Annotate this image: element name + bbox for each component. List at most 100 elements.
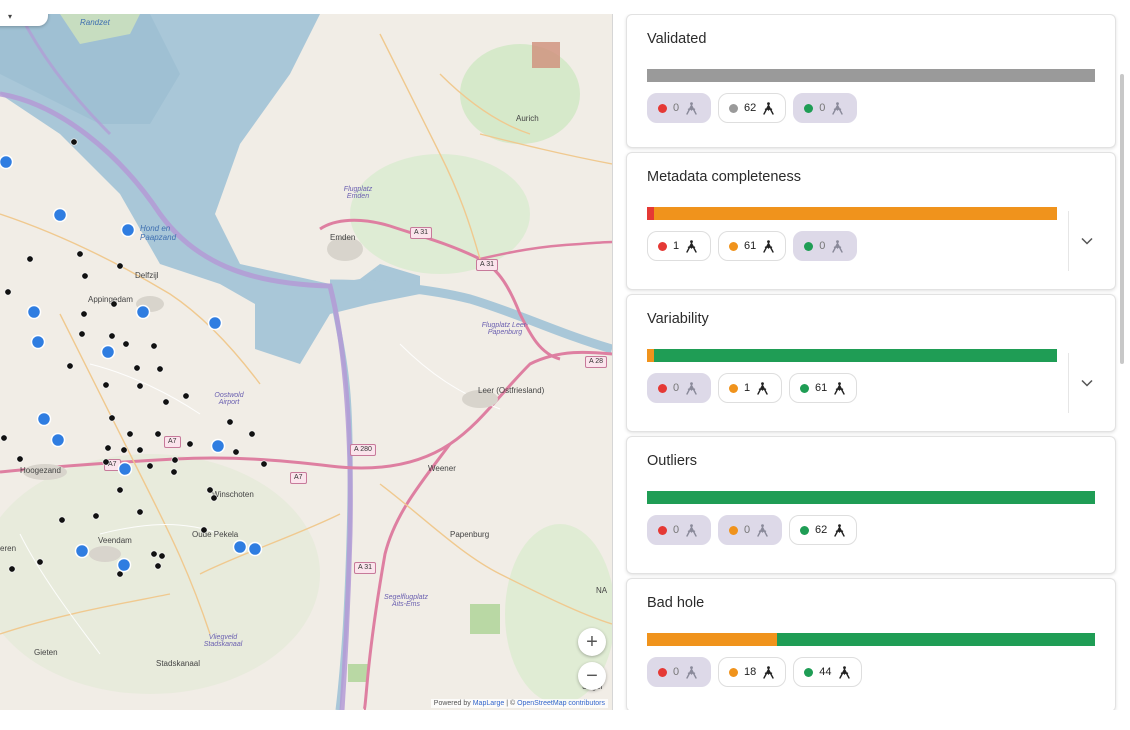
well-marker-selected[interactable] xyxy=(120,222,136,238)
well-marker-selected[interactable] xyxy=(26,304,42,320)
expand-card-button[interactable] xyxy=(1068,353,1105,413)
well-marker[interactable] xyxy=(104,444,112,452)
filter-pill-green[interactable]: 62 xyxy=(789,515,858,545)
map-view[interactable]: ▾ Randzet Hond en Paapzand Aurich Emden … xyxy=(0,14,613,710)
bar-segment-orange xyxy=(647,349,654,362)
count-pills: 0 18 44 xyxy=(647,657,862,687)
well-marker[interactable] xyxy=(150,342,158,350)
well-markers-layer[interactable] xyxy=(0,14,612,710)
filter-pill-green[interactable]: 44 xyxy=(793,657,862,687)
panel-scrollbar[interactable] xyxy=(1120,74,1124,364)
zoom-in-button[interactable]: + xyxy=(578,628,606,656)
well-marker[interactable] xyxy=(66,362,74,370)
well-marker[interactable] xyxy=(158,552,166,560)
well-marker[interactable] xyxy=(171,456,179,464)
filter-pill-green[interactable]: 0 xyxy=(793,93,858,123)
well-marker[interactable] xyxy=(206,486,214,494)
person-walking-icon xyxy=(756,381,769,395)
well-marker[interactable] xyxy=(146,462,154,470)
filter-pill-orange[interactable]: 18 xyxy=(718,657,787,687)
well-marker[interactable] xyxy=(108,332,116,340)
well-marker-selected[interactable] xyxy=(36,411,52,427)
well-marker-selected[interactable] xyxy=(30,334,46,350)
well-marker[interactable] xyxy=(186,440,194,448)
expand-card-button[interactable] xyxy=(1068,211,1105,271)
well-marker[interactable] xyxy=(116,486,124,494)
well-marker[interactable] xyxy=(110,300,118,308)
well-marker-selected[interactable] xyxy=(52,207,68,223)
well-marker-selected[interactable] xyxy=(210,438,226,454)
well-marker[interactable] xyxy=(26,255,34,263)
well-marker[interactable] xyxy=(92,512,100,520)
map-label-leer: Leer (Ostfriesland) xyxy=(478,386,545,395)
well-marker[interactable] xyxy=(150,550,158,558)
well-marker[interactable] xyxy=(8,565,16,573)
well-marker[interactable] xyxy=(126,430,134,438)
well-marker[interactable] xyxy=(108,414,116,422)
map-label-appingedam: Appingedam xyxy=(88,295,133,304)
well-marker-selected[interactable] xyxy=(0,154,14,170)
well-marker[interactable] xyxy=(16,455,24,463)
well-marker[interactable] xyxy=(133,364,141,372)
well-marker[interactable] xyxy=(136,508,144,516)
filter-pill-red[interactable]: 0 xyxy=(647,515,711,545)
well-marker-selected[interactable] xyxy=(74,543,90,559)
well-marker-selected[interactable] xyxy=(135,304,151,320)
well-marker[interactable] xyxy=(210,494,218,502)
well-marker[interactable] xyxy=(122,340,130,348)
well-marker[interactable] xyxy=(0,434,8,442)
well-marker[interactable] xyxy=(70,138,78,146)
well-marker[interactable] xyxy=(170,468,178,476)
well-marker-selected[interactable] xyxy=(247,541,263,557)
well-marker[interactable] xyxy=(248,430,256,438)
pill-count: 62 xyxy=(815,524,828,536)
map-menu-toggle[interactable]: ▾ xyxy=(0,14,48,26)
well-marker[interactable] xyxy=(116,262,124,270)
well-marker-selected[interactable] xyxy=(207,315,223,331)
distribution-bar xyxy=(647,491,1095,504)
well-marker[interactable] xyxy=(78,330,86,338)
well-marker[interactable] xyxy=(226,418,234,426)
filter-pill-red[interactable]: 1 xyxy=(647,231,711,261)
filter-pill-orange[interactable]: 0 xyxy=(718,515,782,545)
quality-panel[interactable]: Validated 0 62 0 Metadata completeness 1 61 0 Va… xyxy=(618,14,1124,710)
well-marker-selected[interactable] xyxy=(117,461,133,477)
maplarge-link[interactable]: MapLarge xyxy=(472,700,505,707)
well-marker[interactable] xyxy=(136,446,144,454)
well-marker[interactable] xyxy=(260,460,268,468)
well-marker[interactable] xyxy=(76,250,84,258)
well-marker-selected[interactable] xyxy=(116,557,132,573)
pill-count: 0 xyxy=(819,102,826,114)
well-marker[interactable] xyxy=(162,398,170,406)
filter-pill-red[interactable]: 0 xyxy=(647,373,711,403)
well-marker[interactable] xyxy=(182,392,190,400)
well-marker[interactable] xyxy=(58,516,66,524)
well-marker[interactable] xyxy=(156,365,164,373)
well-marker[interactable] xyxy=(102,381,110,389)
filter-pill-grey[interactable]: 62 xyxy=(718,93,787,123)
well-marker-selected[interactable] xyxy=(232,539,248,555)
well-marker[interactable] xyxy=(81,272,89,280)
well-marker[interactable] xyxy=(154,562,162,570)
well-marker[interactable] xyxy=(80,310,88,318)
well-marker-selected[interactable] xyxy=(100,344,116,360)
filter-pill-red[interactable]: 0 xyxy=(647,93,711,123)
well-marker[interactable] xyxy=(36,558,44,566)
well-marker[interactable] xyxy=(232,448,240,456)
well-marker[interactable] xyxy=(136,382,144,390)
filter-pill-orange[interactable]: 1 xyxy=(718,373,782,403)
well-marker[interactable] xyxy=(120,446,128,454)
well-marker[interactable] xyxy=(154,430,162,438)
openstreetmap-link[interactable]: OpenStreetMap contributors xyxy=(517,700,605,707)
well-marker[interactable] xyxy=(102,458,110,466)
well-marker[interactable] xyxy=(200,526,208,534)
quality-card: Validated 0 62 0 xyxy=(626,14,1116,148)
filter-pill-orange[interactable]: 61 xyxy=(718,231,787,261)
filter-pill-green[interactable]: 61 xyxy=(789,373,858,403)
zoom-out-button[interactable]: − xyxy=(578,662,606,690)
map-label-delfzijl: Delfzijl xyxy=(135,271,159,280)
well-marker[interactable] xyxy=(4,288,12,296)
filter-pill-green[interactable]: 0 xyxy=(793,231,858,261)
filter-pill-red[interactable]: 0 xyxy=(647,657,711,687)
well-marker-selected[interactable] xyxy=(50,432,66,448)
